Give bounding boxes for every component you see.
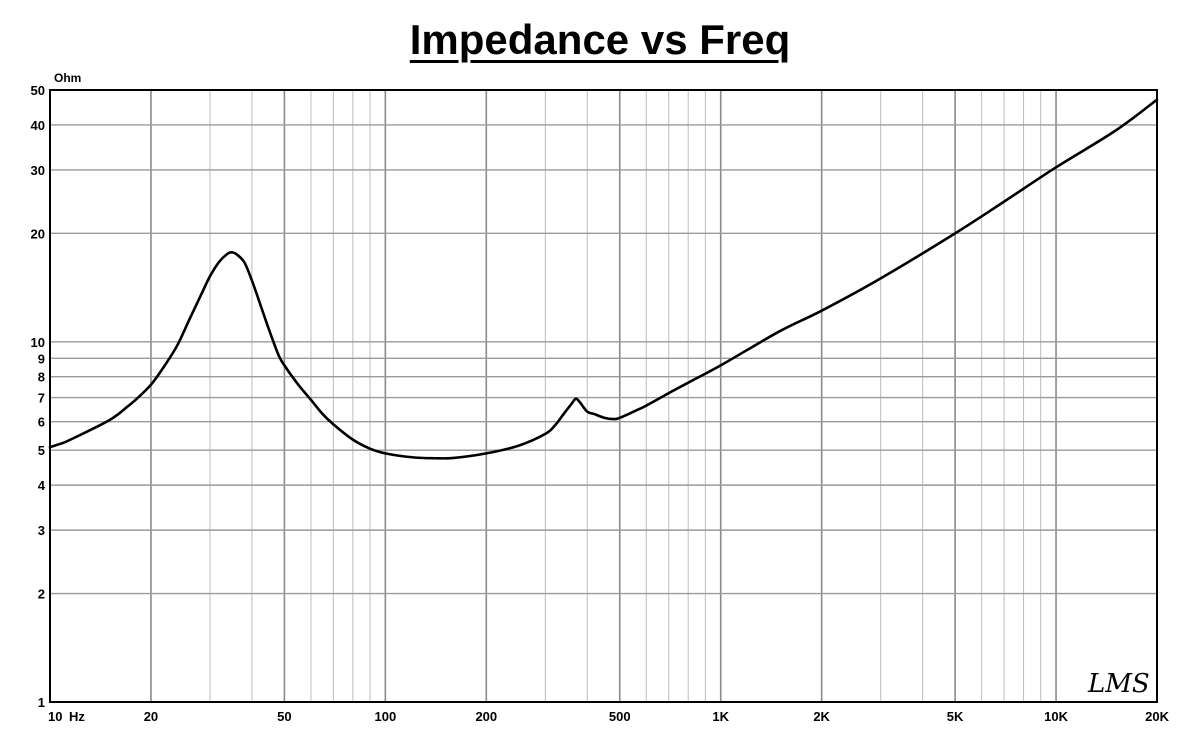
- y-axis-unit-label: Ohm: [54, 71, 81, 85]
- plot-frame: [49, 89, 1158, 703]
- y-tick-label: 30: [31, 163, 45, 178]
- y-tick-label: 6: [38, 415, 45, 430]
- y-tick-label: 40: [31, 118, 45, 133]
- x-tick-label: 10: [48, 709, 62, 724]
- x-tick-label: 200: [475, 709, 497, 724]
- y-tick-label: 2: [38, 587, 45, 602]
- y-tick-label: 8: [38, 370, 45, 385]
- y-tick-label: 4: [38, 478, 46, 493]
- x-tick-label: 500: [609, 709, 631, 724]
- x-tick-label: 20: [144, 709, 158, 724]
- y-tick-labels: 1 2 3 4 5 6 7 8 910 20 30 40 50: [31, 83, 46, 710]
- grid-layer: [50, 90, 1157, 702]
- y-tick-label: 9: [38, 351, 45, 366]
- x-tick-label: 50: [277, 709, 291, 724]
- x-tick-labels: 10 20 50 100 200 500 1K 2K 5K 10K 20K: [48, 709, 1170, 724]
- x-tick-label: 1K: [712, 709, 729, 724]
- x-tick-label: 5K: [947, 709, 964, 724]
- lms-logo: LMS: [1087, 669, 1150, 699]
- y-tick-label: 50: [31, 83, 45, 98]
- series-layer: [48, 98, 1159, 460]
- chart-title: Impedance vs Freq: [409, 16, 791, 63]
- x-axis-unit-label: Hz: [69, 709, 85, 724]
- y-tick-label: 7: [38, 391, 45, 406]
- y-tick-label: 20: [31, 226, 45, 241]
- y-tick-label: 1: [38, 695, 45, 710]
- x-tick-label: 100: [374, 709, 396, 724]
- x-tick-label: 2K: [813, 709, 830, 724]
- y-tick-label: 3: [38, 523, 45, 538]
- y-tick-label: 10: [31, 335, 45, 350]
- y-tick-label: 5: [38, 443, 45, 458]
- x-tick-label: 20K: [1145, 709, 1169, 724]
- x-tick-label: 10K: [1044, 709, 1068, 724]
- impedance-curve: [48, 98, 1159, 460]
